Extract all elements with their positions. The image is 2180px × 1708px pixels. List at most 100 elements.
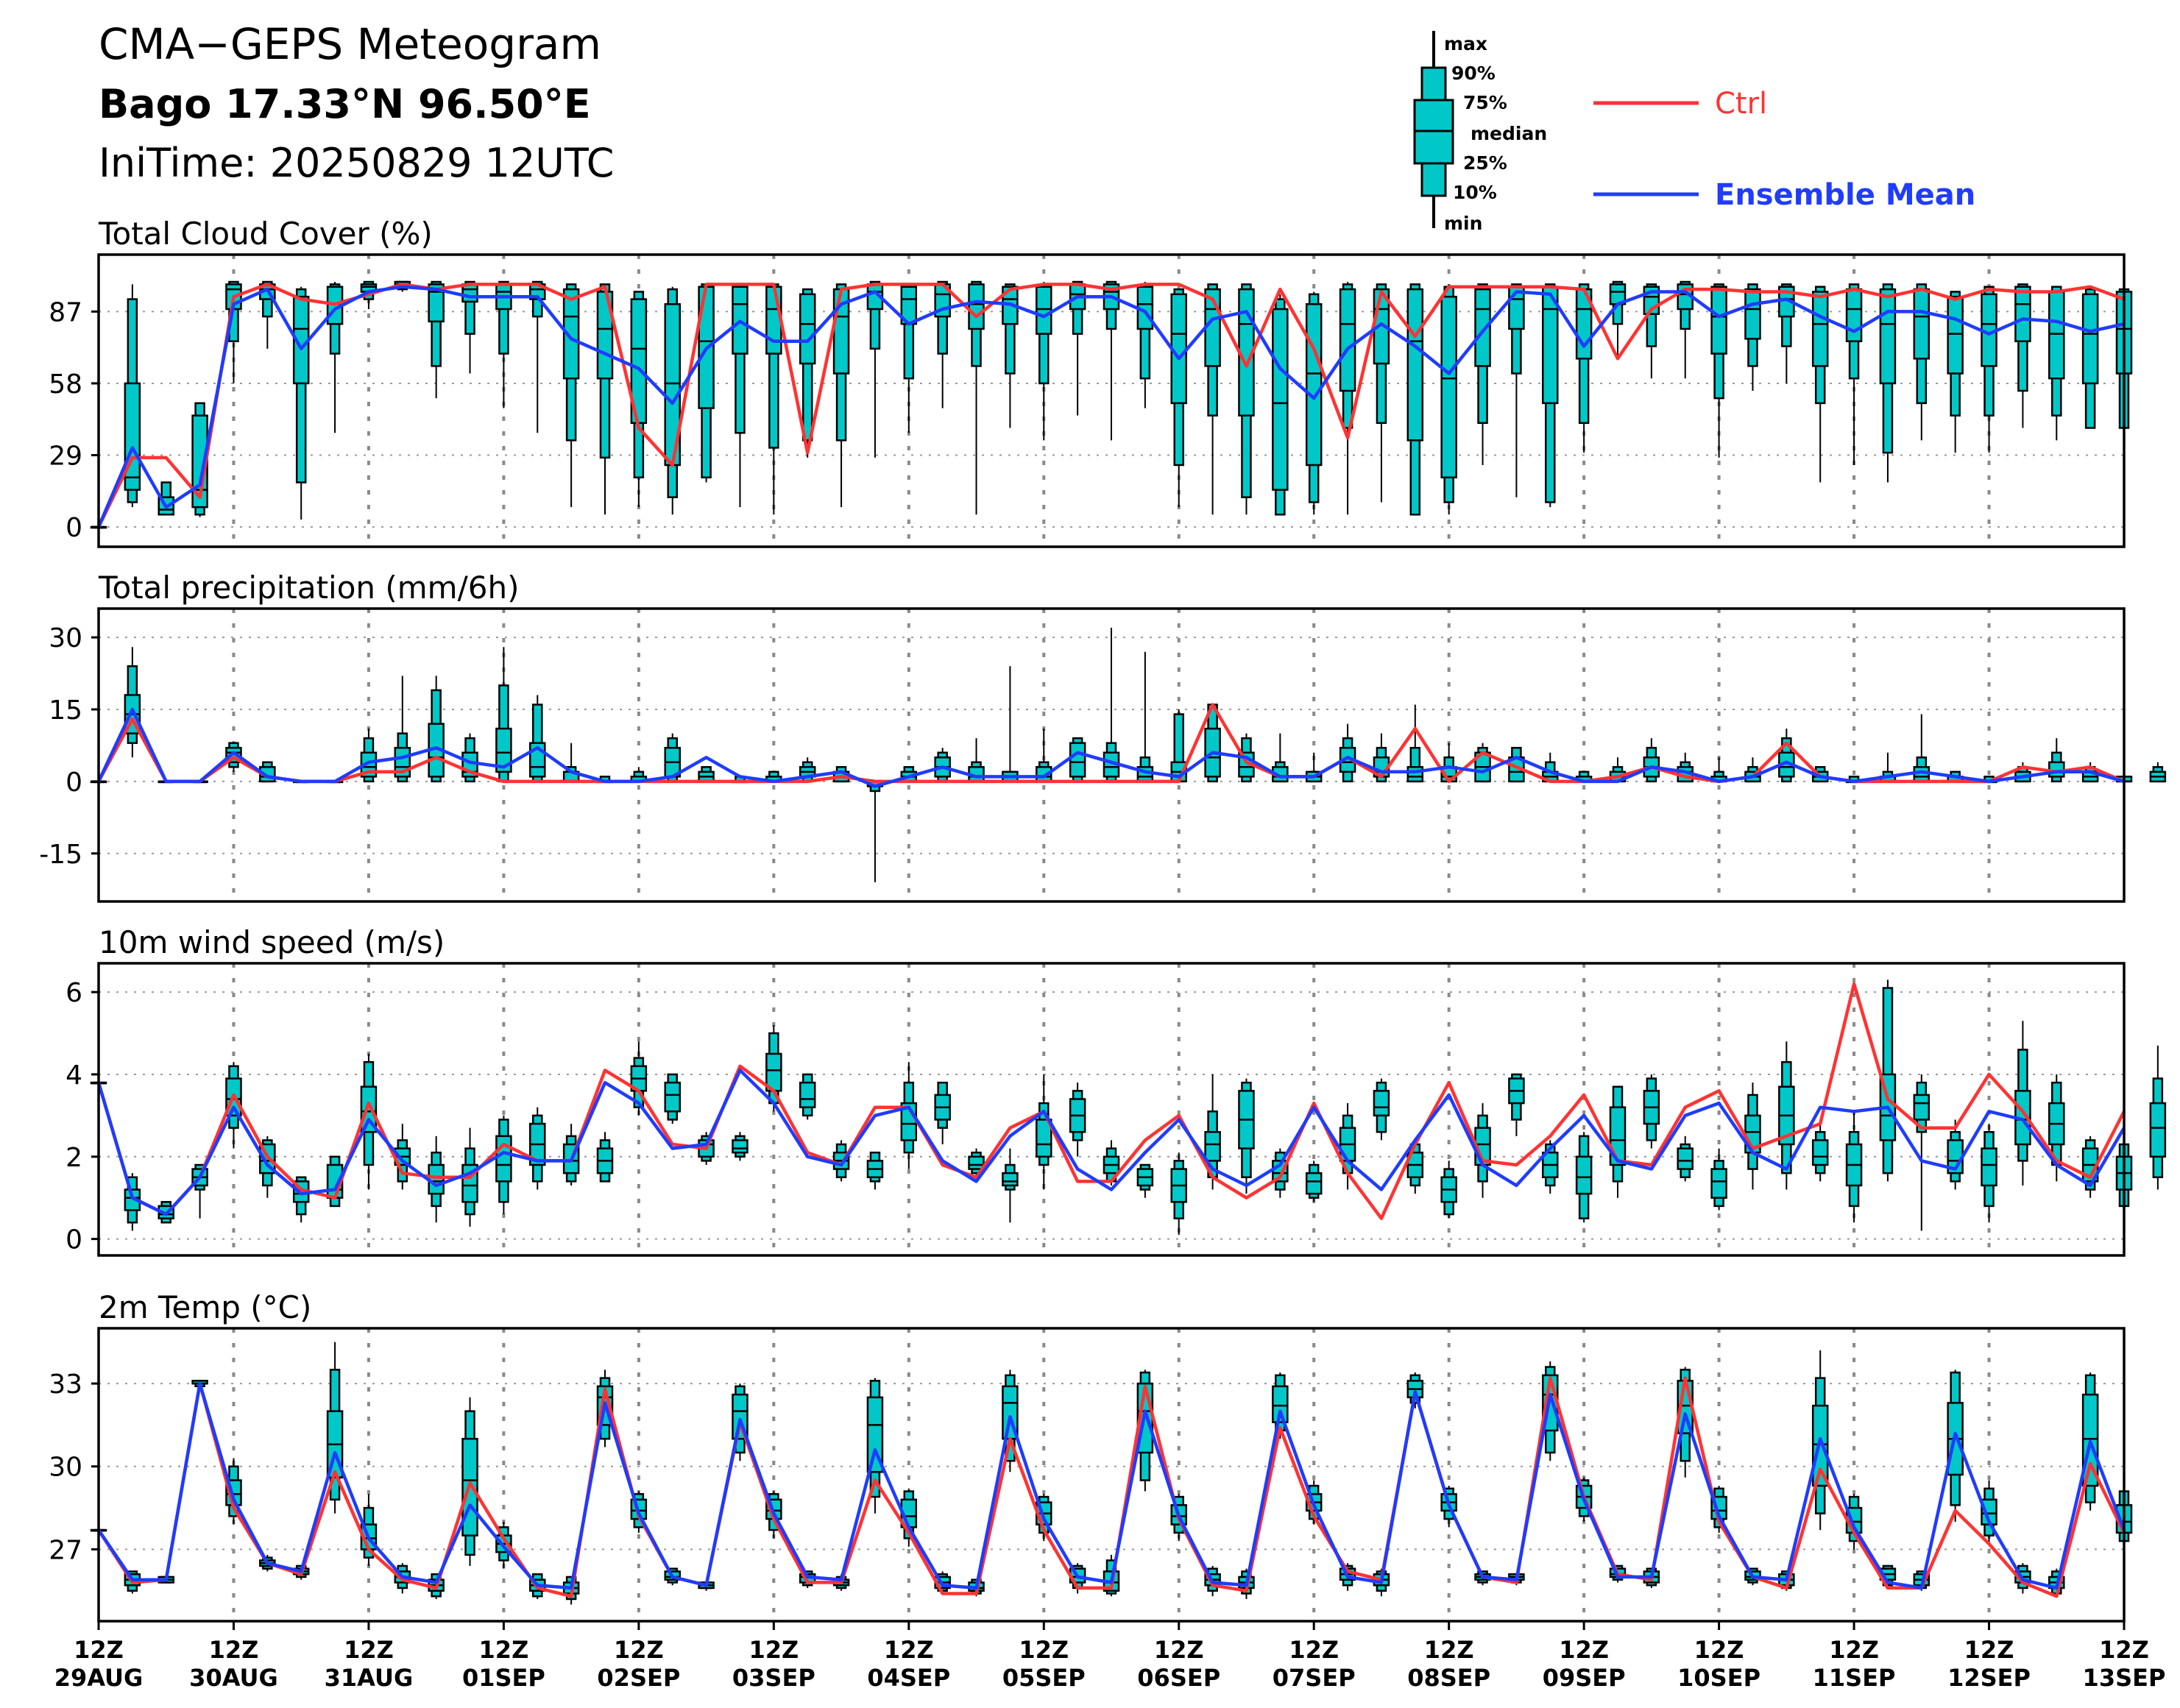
y-tick-label: 87 [49,297,82,327]
box-36 [1305,291,1323,515]
box-6 [292,286,310,520]
box-24 [900,283,918,433]
legend-label-median: median [1471,123,1547,144]
legend-label-p10: 10% [1453,182,1497,203]
legend-label-max: max [1444,33,1487,54]
box-34 [1238,283,1255,515]
y-tick-label: 29 [49,442,82,472]
box-inner [1002,1172,1019,1187]
box-inner [1811,291,1829,367]
y-tick-label: 30 [49,623,82,653]
panel-2: 10m wind speed (m/s) 0 2 4 6 [66,924,2167,1257]
box-inner [2014,286,2031,343]
x-tick-label-hour: 12Z [884,1636,934,1664]
box-inner [1744,288,1761,340]
x-tick-label-date: 03SEP [732,1664,815,1692]
box-inner [1440,295,1457,479]
box-inner [1913,288,1930,360]
box-inner [2149,1102,2167,1158]
box-inner [428,1163,445,1195]
panel-frame [97,962,2126,1257]
box-10 [428,280,445,399]
box-inner [1036,1119,1052,1158]
box-23 [866,1151,884,1190]
box-inner [1305,1172,1323,1195]
box-56 [1981,1124,1997,1223]
x-tick-label-hour: 12Z [749,1636,799,1664]
box-29 [1069,737,1086,783]
box-59 [2081,288,2099,429]
box-39 [1406,283,1424,516]
box-43 [1542,283,1559,508]
box-28 [1036,282,1052,441]
box-47 [1677,1135,1694,1182]
box-38 [1373,283,1390,503]
x-tick-label-date: 12SEP [1947,1664,2031,1692]
box-15 [596,1132,614,1183]
x-tick-label-hour: 12Z [1289,1636,1339,1664]
box-40 [1440,284,1457,515]
box-54 [1913,1074,1930,1231]
box-37 [1339,723,1356,783]
box-42 [1508,1073,1525,1136]
box-25 [934,748,951,783]
box-inner [495,727,512,773]
y-tick-label: 30 [49,1453,82,1483]
x-tick-label-date: 07SEP [1273,1664,1356,1692]
box-inner [1272,308,1289,491]
box-19 [732,1132,749,1161]
legend-label-p25: 25% [1463,152,1507,174]
box-41 [1474,743,1491,783]
box-21 [799,757,816,783]
box-41 [1474,283,1491,465]
box-46 [1643,738,1660,783]
box-1 [124,284,141,508]
box-inner [799,1081,816,1108]
legend-box-sample [1413,31,1454,228]
x-tick-label-hour: 12Z [1694,1636,1744,1664]
box-20 [765,1024,782,1112]
box-20 [765,283,782,515]
box-61 [2149,762,2167,783]
x-tick-label-hour: 12Z [614,1636,664,1664]
box-30 [1103,1140,1120,1186]
box-inner [1913,766,1930,783]
panel-frame [97,607,2126,903]
x-tick-label-hour: 12Z [1964,1636,2014,1664]
box-23 [866,1378,884,1514]
x-tick-label-hour: 12Z [479,1636,529,1664]
x-tick-label-hour: 12Z [2099,1636,2149,1664]
box-34 [1238,1078,1255,1194]
x-tick-label-date: 09SEP [1543,1664,1626,1692]
box-27 [1002,1148,1019,1223]
mean-series-line [96,285,2125,528]
box-inner [1710,1168,1727,1199]
box-inner [2081,293,2099,385]
ctrl-series-line [96,982,2126,1220]
box-inner [1575,1155,1593,1195]
box-inner [124,382,141,491]
legend-mean-label: Ensemble Mean [1715,178,1975,212]
box-inner [461,283,478,303]
box-33 [1204,283,1221,515]
y-tick-label: 0 [66,1225,82,1255]
box-38 [1373,1078,1390,1141]
y-tick-label: 0 [66,513,82,543]
x-tick-label-date: 05SEP [1002,1664,1086,1692]
panels: Total Cloud Cover (%) 0 29 58 87 Total precip… [39,216,2167,1623]
box-inner [1036,286,1052,335]
box-46 [1643,1074,1660,1149]
box-32 [1170,1152,1187,1236]
box-48 [1710,283,1727,458]
box-25 [934,1081,951,1145]
panel-title: Total Cloud Cover (%) [98,216,433,252]
init-time-label: IniTime: 20250829 12UTC [99,140,614,186]
box-39 [1406,1140,1424,1194]
box-26 [968,1148,985,1182]
x-tick-label-date: 31AUG [325,1664,414,1692]
box-13 [529,695,546,783]
x-tick-label-hour: 12Z [344,1636,394,1664]
x-tick-label-hour: 12Z [1829,1636,1879,1664]
box-43 [1542,1140,1559,1194]
